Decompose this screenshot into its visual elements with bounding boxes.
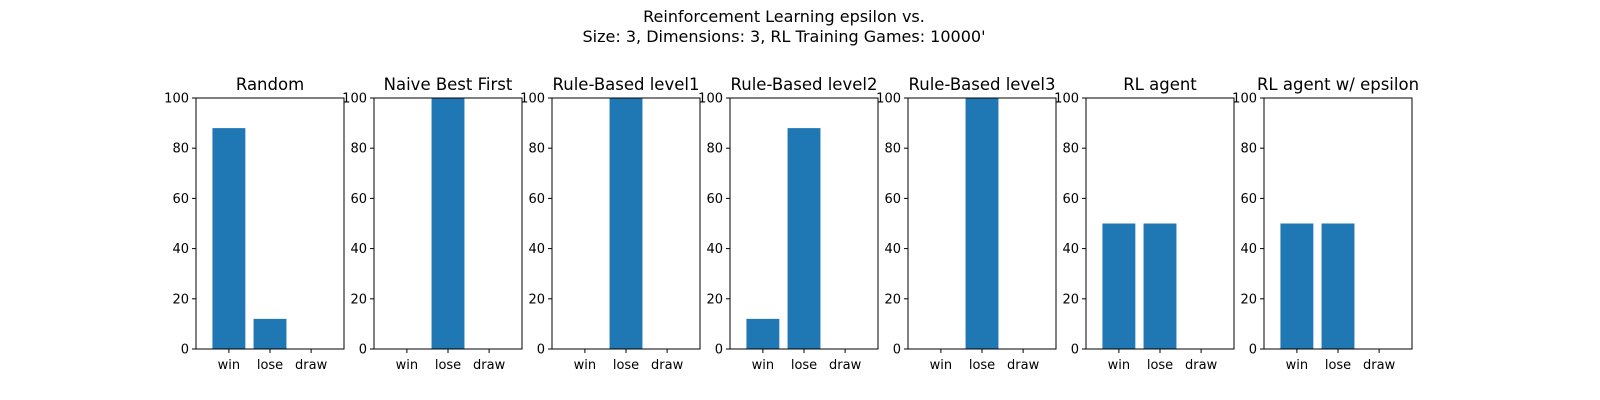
y-tick-label: 0 (1249, 343, 1257, 358)
subplot-5: 0 20 40 60 80 100 win lose draw Rule-Based level3 (876, 75, 1057, 373)
subplot-title: Naive Best First (384, 75, 513, 94)
x-tick-label-lose: lose (613, 358, 639, 373)
y-tick-label: 80 (706, 142, 723, 157)
y-tick-label: 20 (884, 292, 901, 307)
y-tick-label: 100 (342, 92, 367, 107)
bar-win (1280, 223, 1314, 349)
figure-title-line1: Reinforcement Learning epsilon vs. (643, 7, 925, 26)
y-tick-label: 0 (893, 343, 901, 358)
y-tick-label: 0 (1071, 343, 1079, 358)
y-tick-label: 60 (1240, 192, 1257, 207)
y-tick-label: 60 (706, 192, 723, 207)
subplot-6: 0 20 40 60 80 100 win lose draw RL agent (1054, 75, 1235, 373)
y-tick-label: 40 (706, 242, 723, 257)
y-tick-label: 40 (172, 242, 189, 257)
figure-title-line2: Size: 3, Dimensions: 3, RL Training Game… (583, 27, 986, 46)
y-tick-label: 100 (164, 92, 189, 107)
x-tick-label-lose: lose (1325, 358, 1351, 373)
subplot-title: Rule-Based level1 (553, 75, 700, 94)
x-tick-label-lose: lose (791, 358, 817, 373)
y-tick-label: 100 (1054, 92, 1079, 107)
y-tick-label: 40 (528, 242, 545, 257)
bar-win (746, 318, 780, 349)
subplot-title: Random (236, 75, 304, 94)
x-tick-label-win: win (930, 358, 952, 373)
y-tick-label: 0 (715, 343, 723, 358)
y-tick-label: 20 (1062, 292, 1079, 307)
x-tick-label-win: win (396, 358, 418, 373)
x-tick-label-win: win (752, 358, 774, 373)
x-tick-label-lose: lose (435, 358, 461, 373)
x-tick-label-draw: draw (1007, 358, 1040, 373)
x-tick-label-lose: lose (1147, 358, 1173, 373)
x-tick-label-win: win (574, 358, 596, 373)
x-tick-label-draw: draw (1363, 358, 1396, 373)
y-tick-label: 60 (884, 192, 901, 207)
y-tick-label: 60 (1062, 192, 1079, 207)
y-tick-label: 20 (350, 292, 367, 307)
y-tick-label: 100 (520, 92, 545, 107)
y-tick-label: 0 (359, 343, 367, 358)
y-tick-label: 60 (350, 192, 367, 207)
bar-win (212, 128, 246, 349)
subplot-2: 0 20 40 60 80 100 win lose draw Naive Best First (342, 75, 523, 373)
subplot-title: RL agent w/ epsilon (1257, 75, 1419, 94)
y-tick-label: 40 (1062, 242, 1079, 257)
y-tick-label: 80 (350, 142, 367, 157)
x-tick-label-draw: draw (651, 358, 684, 373)
x-tick-label-win: win (1286, 358, 1308, 373)
subplot-title: RL agent (1123, 75, 1197, 94)
y-tick-label: 20 (1240, 292, 1257, 307)
y-tick-label: 0 (181, 343, 189, 358)
bar-lose (1143, 223, 1177, 349)
bar-lose (253, 318, 287, 349)
subplot-7: 0 20 40 60 80 100 win lose draw RL agent w/ epsil… (1232, 75, 1419, 373)
y-tick-label: 0 (537, 343, 545, 358)
y-tick-label: 20 (706, 292, 723, 307)
y-tick-label: 100 (876, 92, 901, 107)
x-tick-label-draw: draw (295, 358, 328, 373)
y-tick-label: 80 (884, 142, 901, 157)
bar-win (1102, 223, 1136, 349)
y-tick-label: 20 (528, 292, 545, 307)
y-tick-label: 60 (528, 192, 545, 207)
x-tick-label-draw: draw (1185, 358, 1218, 373)
subplot-3: 0 20 40 60 80 100 win lose draw Rule-Based level1 (520, 75, 701, 373)
x-tick-label-draw: draw (473, 358, 506, 373)
y-tick-label: 40 (1240, 242, 1257, 257)
subplot-4: 0 20 40 60 80 100 win lose draw Rule-Based level2 (698, 75, 879, 373)
x-tick-label-lose: lose (257, 358, 283, 373)
x-tick-label-win: win (1108, 358, 1130, 373)
bar-lose (1321, 223, 1355, 349)
y-tick-label: 40 (350, 242, 367, 257)
x-tick-label-win: win (218, 358, 240, 373)
y-tick-label: 80 (528, 142, 545, 157)
y-tick-label: 40 (884, 242, 901, 257)
subplot-title: Rule-Based level2 (731, 75, 878, 94)
y-tick-label: 80 (172, 142, 189, 157)
y-tick-label: 100 (1232, 92, 1257, 107)
x-tick-label-draw: draw (829, 358, 862, 373)
subplots-group: 0 20 40 60 80 100 win lose draw Random 0 20 40 60 80 10… (164, 75, 1419, 373)
subplot-title: Rule-Based level3 (909, 75, 1056, 94)
bar-lose (787, 128, 821, 349)
bar-lose (609, 98, 643, 349)
y-tick-label: 80 (1240, 142, 1257, 157)
y-tick-label: 60 (172, 192, 189, 207)
y-tick-label: 80 (1062, 142, 1079, 157)
bar-lose (431, 98, 465, 349)
y-tick-label: 100 (698, 92, 723, 107)
x-tick-label-lose: lose (969, 358, 995, 373)
bar-lose (965, 98, 999, 349)
subplot-1: 0 20 40 60 80 100 win lose draw Random (164, 75, 345, 373)
y-tick-label: 20 (172, 292, 189, 307)
